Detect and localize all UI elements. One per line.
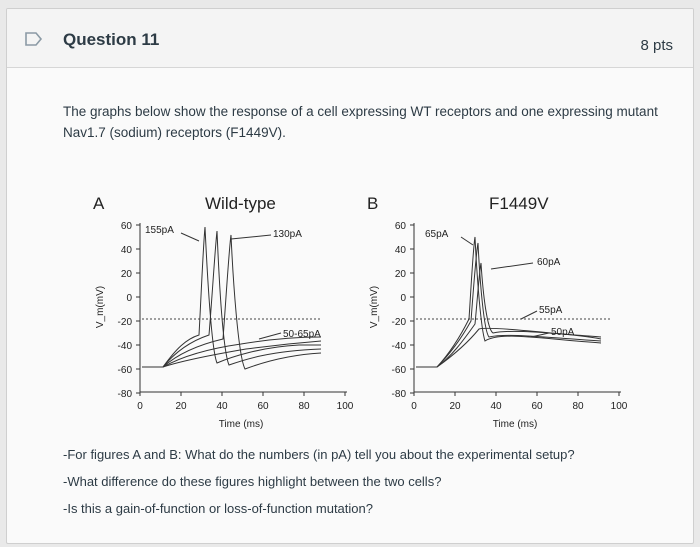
panel-b-ytick: 60 — [395, 221, 407, 232]
panel-b-ytick: -60 — [392, 365, 407, 376]
panel-a-xtick: 20 — [175, 401, 187, 412]
flag-question-icon[interactable] — [25, 31, 43, 47]
panel-a-ytick: 20 — [121, 269, 133, 280]
panel-b-letter: B — [367, 194, 378, 213]
panel-b-xtick: 40 — [490, 401, 502, 412]
panel-b-annotation: 50pA — [551, 327, 575, 338]
figure: A Wild-type V_m(mV) 60 40 20 — [81, 179, 661, 444]
panel-b-ytick: 20 — [395, 269, 407, 280]
panel-a-ytick: -60 — [118, 365, 133, 376]
panel-b: B F1449V V_m(mV) 60 40 20 0 — [367, 194, 628, 430]
panel-a-ytick: -40 — [118, 341, 133, 352]
panel-b-xlabel: Time (ms) — [493, 419, 538, 430]
panel-a-annotation: 155pA — [145, 225, 174, 236]
panel-b-xtick: 20 — [449, 401, 461, 412]
panel-a-annotation: 50-65pA — [283, 329, 321, 340]
figure-svg: A Wild-type V_m(mV) 60 40 20 — [93, 194, 628, 430]
panel-b-xtick: 60 — [531, 401, 543, 412]
question-intro: The graphs below show the response of a … — [63, 104, 658, 140]
question-header: Question 11 8 pts — [7, 9, 693, 68]
panel-b-ytick: -40 — [392, 341, 407, 352]
panel-b-ytick: 0 — [400, 293, 406, 304]
question-prompt: -What difference do these figures highli… — [63, 474, 442, 489]
panel-a-xtick: 80 — [298, 401, 310, 412]
panel-a-traces — [142, 226, 322, 370]
panel-a-ylabel: V_m(mV) — [95, 286, 106, 328]
question-card: Question 11 8 pts The graphs below show … — [6, 8, 694, 544]
panel-b-traces — [416, 236, 602, 368]
panel-a-xlabel: Time (ms) — [219, 419, 264, 430]
panel-a-ytick: -80 — [118, 389, 133, 400]
panel-b-ytick: -20 — [392, 317, 407, 328]
panel-a-yticks: 60 40 20 0 -20 -40 -60 -80 — [118, 221, 140, 400]
panel-b-yticks: 60 40 20 0 -20 -40 -60 -80 — [392, 221, 414, 400]
panel-a-xtick: 0 — [137, 401, 143, 412]
panel-a-xtick: 40 — [216, 401, 228, 412]
panel-b-annotation: 55pA — [539, 305, 563, 316]
question-prompt: -For figures A and B: What do the number… — [63, 447, 575, 462]
panel-b-annotation: 65pA — [425, 229, 449, 240]
panel-a-xtick: 60 — [257, 401, 269, 412]
panel-a-title: Wild-type — [205, 194, 276, 213]
panel-a-ytick: -20 — [118, 317, 133, 328]
panel-b-xtick: 80 — [572, 401, 584, 412]
panel-a-xticks: 0 20 40 60 80 100 — [137, 392, 354, 412]
panel-a-annotation: 130pA — [273, 229, 302, 240]
panel-a: A Wild-type V_m(mV) 60 40 20 — [93, 194, 354, 430]
question-prompt: -Is this a gain-of-function or loss-of-f… — [63, 501, 373, 516]
panel-b-title: F1449V — [489, 194, 549, 213]
panel-b-ylabel: V_m(mV) — [369, 286, 380, 328]
question-title: Question 11 — [63, 30, 160, 49]
question-points: 8 pts — [640, 37, 673, 54]
panel-b-xticks: 0 20 40 60 80 100 — [411, 392, 628, 412]
panel-a-ytick: 60 — [121, 221, 133, 232]
panel-a-ytick: 40 — [121, 245, 133, 256]
panel-b-xtick: 0 — [411, 401, 417, 412]
panel-b-annotation: 60pA — [537, 257, 561, 268]
panel-b-ytick: -80 — [392, 389, 407, 400]
panel-b-xtick: 100 — [611, 401, 628, 412]
panel-a-ytick: 0 — [126, 293, 132, 304]
panel-a-xtick: 100 — [337, 401, 354, 412]
panel-a-letter: A — [93, 194, 105, 213]
question-prompts: -For figures A and B: What do the number… — [63, 441, 673, 522]
panel-b-ytick: 40 — [395, 245, 407, 256]
